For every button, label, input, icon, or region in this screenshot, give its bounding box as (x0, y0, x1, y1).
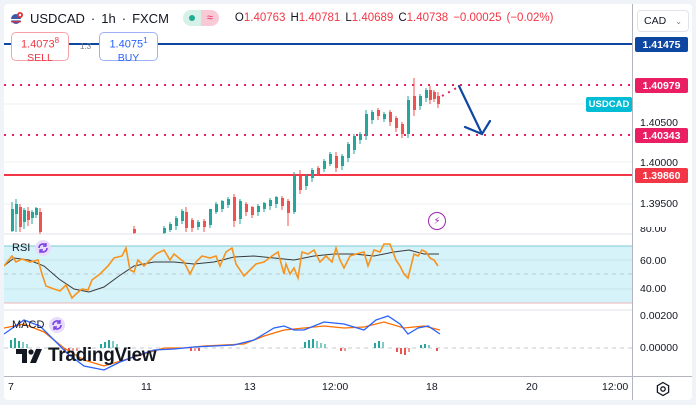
rsi-ma-line (4, 249, 439, 293)
buy-button[interactable]: 1.40751 BUY (99, 32, 158, 64)
open-value: 1.40763 (243, 12, 286, 24)
support-line-label: 1.39860 (635, 168, 688, 183)
time-tick: 11 (141, 381, 152, 393)
time-tick: 12:00 (602, 381, 629, 393)
symbol-legend[interactable]: USDCAD · 1h · FXCM ≈ O1.40763 H1.40781 L… (10, 10, 553, 26)
symbol-price-label: USDCAD (586, 97, 632, 112)
change-percent: (−0.02%) (506, 12, 554, 24)
rsi-label: RSI (12, 242, 31, 254)
time-tick: 13 (244, 381, 256, 393)
interval[interactable]: 1h (101, 10, 116, 26)
refresh-icon[interactable] (35, 240, 52, 256)
ohlc-values: O1.40763 H1.40781 L1.40689 C1.40738 −0.0… (234, 12, 554, 24)
low-value: 1.40689 (351, 12, 394, 24)
upper-dotted-level-label: 1.40979 (635, 78, 688, 93)
change-value: −0.00025 (453, 12, 502, 24)
macd-histogram (10, 338, 438, 355)
currency-select[interactable]: CAD ⌄ (637, 10, 689, 32)
time-tick: 7 (8, 381, 14, 393)
exchange: FXCM (132, 10, 169, 26)
rsi-tick: 60.00 (640, 255, 667, 267)
time-tick: 20 (526, 381, 538, 393)
market-open-dot-icon (182, 10, 201, 26)
down-arrow-annotation (457, 84, 492, 136)
time-tick: 12:00 (322, 381, 349, 393)
price-tick: 1.40500 (640, 117, 678, 129)
chart-window: USDCAD · 1h · FXCM ≈ O1.40763 H1.40781 L… (4, 4, 692, 400)
macd-line (4, 315, 441, 371)
lightning-icon[interactable]: ⚡ (428, 212, 446, 230)
separator: · (90, 10, 96, 26)
refresh-icon[interactable] (49, 317, 66, 333)
rsi-tick: 80.00 (640, 227, 667, 235)
separator: · (121, 10, 127, 26)
chevron-down-icon: ⌄ (675, 16, 682, 26)
rsi-legend[interactable]: RSI (12, 240, 52, 256)
currency-value: CAD (644, 15, 667, 27)
close-value: 1.40738 (406, 12, 449, 24)
settings-button[interactable] (632, 376, 692, 400)
spread-value: 1.3 (80, 42, 92, 51)
candles (11, 78, 461, 234)
time-axis[interactable] (4, 376, 632, 400)
symbol-name[interactable]: USDCAD (30, 10, 85, 26)
us-canada-flag-icon (10, 12, 24, 24)
tradingview-logo[interactable]: TradingView (16, 345, 157, 367)
high-value: 1.40781 (298, 12, 341, 24)
resistance-line-label: 1.41475 (635, 37, 688, 52)
rsi-tick: 40.00 (640, 283, 667, 295)
settings-hexagon-icon (656, 381, 669, 396)
macd-tick: 0.00000 (640, 342, 678, 354)
rsi-line (4, 243, 439, 300)
macd-tick: 0.00200 (640, 310, 678, 322)
price-tick: 1.40000 (640, 157, 678, 169)
market-status-pill[interactable]: ≈ (182, 10, 219, 26)
macd-label: MACD (12, 319, 45, 331)
macd-legend[interactable]: MACD (12, 317, 66, 333)
price-axis[interactable] (632, 4, 692, 376)
chart-area[interactable]: USDCAD · 1h · FXCM ≈ O1.40763 H1.40781 L… (4, 4, 632, 376)
sell-button[interactable]: 1.40738 SELL (11, 32, 69, 64)
lower-dotted-level-label: 1.40343 (635, 128, 688, 143)
time-tick: 18 (426, 381, 438, 393)
price-chart-canvas[interactable] (4, 4, 632, 376)
approx-icon: ≈ (200, 10, 219, 26)
tradingview-logo-icon (16, 349, 42, 363)
price-tick: 1.39500 (640, 198, 678, 210)
tradingview-wordmark: TradingView (48, 345, 157, 366)
